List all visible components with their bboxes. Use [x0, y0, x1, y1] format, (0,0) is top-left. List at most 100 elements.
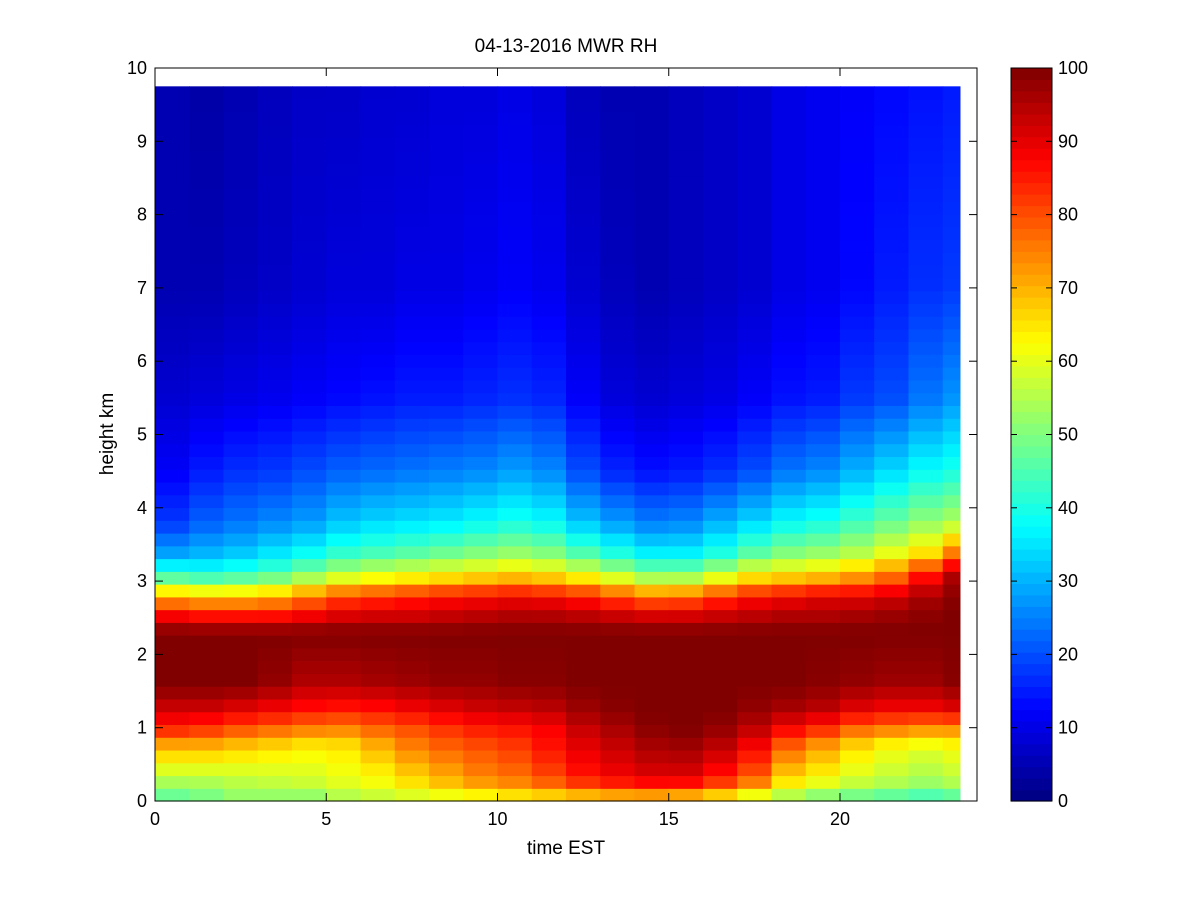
heatmap-cell [737, 430, 773, 445]
heatmap-cell [634, 137, 670, 151]
heatmap-cell [600, 749, 636, 764]
heatmap-cell [737, 635, 773, 649]
heatmap-cell [600, 545, 636, 560]
heatmap-cell [737, 175, 773, 190]
heatmap-cell [566, 354, 601, 368]
heatmap-cell [155, 749, 190, 764]
heatmap-cell [155, 367, 190, 381]
heatmap-cell [703, 137, 738, 151]
heatmap-cell [360, 711, 396, 726]
heatmap-cell [908, 673, 944, 687]
heatmap-cell [497, 545, 533, 560]
heatmap-cell [805, 354, 841, 368]
heatmap-cell [189, 341, 225, 355]
heatmap-cell [292, 724, 327, 738]
heatmap-cell [189, 418, 225, 432]
heatmap-cell [360, 111, 396, 126]
heatmap-cell [942, 239, 961, 253]
heatmap-cell [942, 571, 961, 585]
colorbar-segment [1011, 652, 1052, 665]
heatmap-cell [463, 277, 499, 292]
heatmap-cell [429, 533, 464, 547]
heatmap-cell [600, 571, 636, 585]
heatmap-cell [600, 647, 636, 662]
heatmap-cell [668, 596, 704, 611]
colorbar-segment [1011, 68, 1052, 81]
heatmap-cell [634, 609, 670, 623]
heatmap-cell [668, 188, 704, 202]
colorbar-segment [1011, 297, 1052, 310]
heatmap-cell [155, 788, 190, 802]
heatmap-cell [463, 749, 499, 764]
heatmap-cell [497, 252, 533, 266]
heatmap-cell [223, 686, 259, 700]
heatmap-cell [908, 405, 944, 419]
heatmap-cell [189, 622, 225, 636]
heatmap-cell [805, 367, 841, 381]
heatmap-cell [634, 328, 670, 343]
colorbar-segment [1011, 503, 1052, 516]
heatmap-cell [805, 201, 841, 215]
heatmap-cell [326, 481, 362, 496]
heatmap-cell [703, 788, 738, 802]
heatmap-cell [600, 277, 636, 292]
heatmap-cell [292, 86, 327, 100]
heatmap-cell [840, 469, 875, 483]
heatmap-cell [874, 328, 910, 343]
heatmap-cell [531, 379, 567, 394]
heatmap-cell [429, 111, 464, 126]
heatmap-cell [874, 201, 910, 215]
heatmap-cell [360, 596, 396, 611]
heatmap-cell [531, 609, 567, 623]
heatmap-cell [942, 226, 961, 241]
heatmap-cell [668, 469, 704, 483]
heatmap-cell [326, 367, 362, 381]
heatmap-cell [189, 86, 225, 100]
heatmap-cell [634, 201, 670, 215]
heatmap-cell [223, 698, 259, 713]
heatmap-cell [840, 162, 875, 177]
heatmap-cell [566, 660, 601, 674]
heatmap-cell [668, 379, 704, 394]
heatmap-cell [531, 418, 567, 432]
heatmap-cell [463, 392, 499, 406]
heatmap-cell [703, 494, 738, 509]
heatmap-cell [463, 545, 499, 560]
heatmap-cell [429, 150, 464, 164]
heatmap-cell [908, 481, 944, 496]
heatmap-cell [394, 673, 430, 687]
heatmap-cell [257, 558, 293, 572]
heatmap-cell [942, 379, 961, 394]
heatmap-cell [566, 418, 601, 432]
heatmap-cell [189, 724, 225, 738]
heatmap-cell [429, 558, 464, 572]
heatmap-cell [360, 86, 396, 100]
heatmap-cell [566, 328, 601, 343]
heatmap-cell [840, 354, 875, 368]
heatmap-cell [223, 430, 259, 445]
colorbar-segment [1011, 755, 1052, 768]
heatmap-cell [292, 418, 327, 432]
heatmap-cell [189, 188, 225, 202]
heatmap-cell [189, 443, 225, 458]
heatmap-cell [497, 86, 533, 100]
heatmap-cell [189, 124, 225, 138]
heatmap-cell [942, 609, 961, 623]
heatmap-cell [805, 111, 841, 126]
heatmap-cell [771, 239, 807, 253]
heatmap-cell [360, 418, 396, 432]
heatmap-cell [737, 724, 773, 738]
heatmap-cell [703, 443, 738, 458]
heatmap-cell [257, 188, 293, 202]
heatmap-cell [223, 201, 259, 215]
heatmap-cell [189, 520, 225, 534]
heatmap-cell [566, 99, 601, 113]
heatmap-cell [531, 162, 567, 177]
heatmap-cell [942, 647, 961, 662]
heatmap-cell [429, 341, 464, 355]
heatmap-cell [360, 405, 396, 419]
heatmap-cell [840, 622, 875, 636]
heatmap-cell [840, 303, 875, 317]
heatmap-cell [531, 481, 567, 496]
heatmap-cell [634, 418, 670, 432]
